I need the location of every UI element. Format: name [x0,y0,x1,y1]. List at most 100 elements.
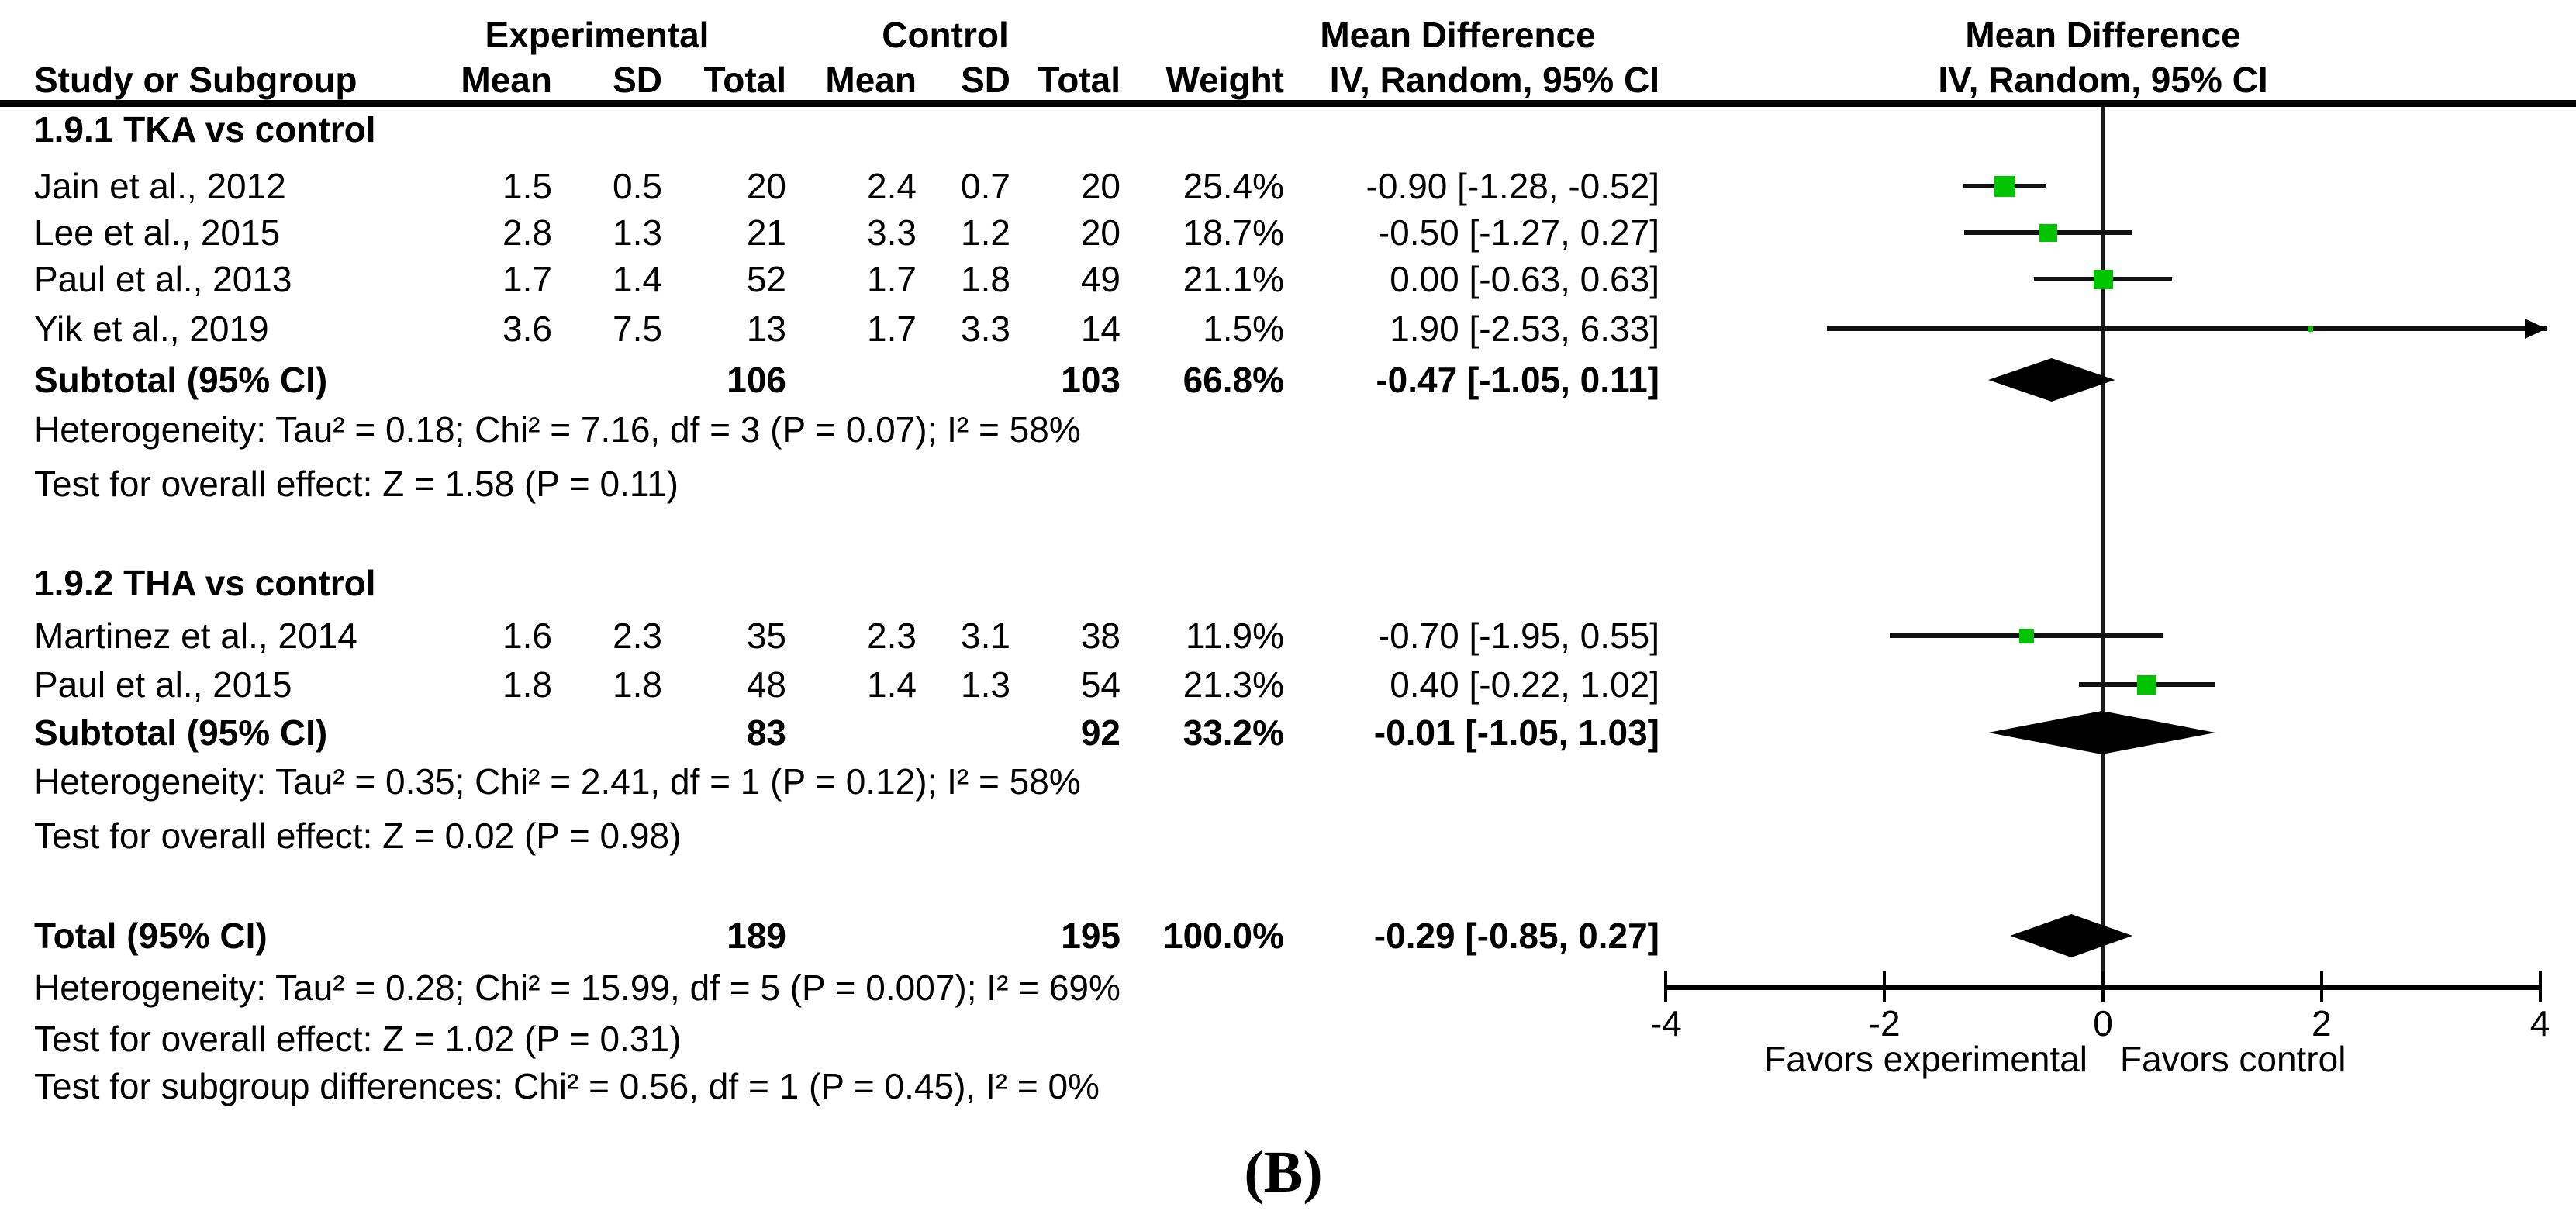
cell-ctrl-total-martinez: 38 [1080,616,1121,656]
cell-ctrl-mean-jain: 2.4 [867,166,917,206]
axis-tick-0 [2101,971,2105,1002]
header-group-control: Control [882,15,1009,55]
cell-ctrl-total-jain: 20 [1080,166,1121,206]
header-iv-ci-right: IV, Random, 95% CI [1938,60,2268,100]
row-label-sub2: Subtotal (95% CI) [34,712,328,753]
point-estimate-paul2015 [2136,674,2156,695]
row-label-het_total: Heterogeneity: Tau² = 0.28; Chi² = 15.99… [34,968,1121,1008]
cell-exp-total-sub1: 106 [727,360,786,400]
cell-ctrl-total-paul2013: 49 [1080,259,1121,299]
cell-exp-total-yik: 13 [746,309,786,349]
axis-tick-2 [2319,971,2323,1002]
cell-exp-total-paul2013: 52 [746,259,786,299]
cell-ci-text-total: -0.29 [-0.85, 0.27] [1373,916,1659,956]
row-label-total: Total (95% CI) [34,916,268,956]
cell-exp-mean-yik: 3.6 [502,309,552,349]
cell-exp-total-martinez: 35 [746,616,786,656]
point-estimate-yik [2308,326,2314,332]
cell-ctrl-sd-paul2013: 1.8 [961,259,1010,299]
figure-caption: (B) [1244,1140,1323,1205]
row-label-martinez: Martinez et al., 2014 [34,616,357,656]
ci-line-yik [1826,326,2547,331]
cell-exp-total-lee: 21 [746,212,786,253]
cell-weight-lee: 18.7% [1183,212,1284,253]
cell-exp-total-sub2: 83 [746,712,786,753]
header-separator-line [0,100,2576,107]
axis-tick-label-4: 4 [2529,1003,2550,1043]
cell-ci-text-jain: -0.90 [-1.28, -0.52] [1366,166,1659,206]
point-estimate-lee [2039,223,2058,242]
cell-ctrl-mean-lee: 3.3 [867,212,917,253]
axis-tick-label-2: 2 [2312,1003,2332,1043]
cell-exp-sd-martinez: 2.3 [613,616,662,656]
cell-exp-mean-jain: 1.5 [502,166,552,206]
cell-exp-sd-jain: 0.5 [613,166,662,206]
header-iv-ci-left: IV, Random, 95% CI [1329,60,1659,100]
row-label-sub1: Subtotal (95% CI) [34,360,328,400]
pooled-diamond-total [2010,914,2133,957]
cell-weight-total: 100.0% [1162,916,1284,956]
cell-weight-yik: 1.5% [1203,309,1284,349]
cell-ctrl-sd-jain: 0.7 [961,166,1010,206]
header-ctrl-mean: Mean [825,60,917,100]
cell-exp-sd-paul2015: 1.8 [613,664,662,705]
row-label-het1: Heterogeneity: Tau² = 0.18; Chi² = 7.16,… [34,409,1081,450]
cell-exp-sd-lee: 1.3 [613,212,662,253]
cell-weight-sub1: 66.8% [1183,360,1284,400]
pooled-diamond-sub1 [1988,358,2115,402]
cell-exp-sd-paul2013: 1.4 [613,259,662,299]
header-exp-sd: SD [613,60,662,100]
cell-ctrl-sd-yik: 3.3 [961,309,1010,349]
row-label-jain: Jain et al., 2012 [34,166,286,206]
cell-ctrl-mean-paul2015: 1.4 [867,664,917,705]
cell-exp-total-jain: 20 [746,166,786,206]
header-group-experimental: Experimental [485,15,710,55]
cell-weight-paul2013: 21.1% [1183,259,1284,299]
row-label-test_total: Test for overall effect: Z = 1.02 (P = 0… [34,1019,682,1059]
point-estimate-jain [1994,175,2015,197]
cell-exp-total-total: 189 [727,916,786,956]
cell-ci-text-sub2: -0.01 [-1.05, 1.03] [1373,712,1659,753]
axis-tick-label--2: -2 [1868,1003,1901,1043]
axis-tick--4 [1664,971,1668,1002]
row-label-test1: Test for overall effect: Z = 1.58 (P = 0… [34,464,679,504]
favors-experimental-label: Favors experimental [1764,1039,2087,1079]
point-estimate-paul2013 [2093,269,2113,289]
cell-ctrl-sd-martinez: 3.1 [961,616,1010,656]
point-estimate-martinez [2018,628,2034,643]
header-mean-difference-right: Mean Difference [1965,15,2241,55]
cell-ci-text-lee: -0.50 [-1.27, 0.27] [1377,212,1659,253]
row-label-lee: Lee et al., 2015 [34,212,281,253]
row-label-paul2013: Paul et al., 2013 [34,259,292,299]
ci-arrow-right-yik [2525,319,2547,339]
header-mean-difference-left: Mean Difference [1320,15,1596,55]
cell-ci-text-yik: 1.90 [-2.53, 6.33] [1390,309,1659,349]
row-label-g1: 1.9.1 TKA vs control [34,109,376,150]
favors-control-label: Favors control [2120,1039,2346,1079]
cell-exp-total-paul2015: 48 [746,664,786,705]
cell-ctrl-total-sub2: 92 [1080,712,1121,753]
cell-ctrl-sd-lee: 1.2 [961,212,1010,253]
cell-ci-text-sub1: -0.47 [-1.05, 0.11] [1376,360,1659,400]
row-label-test_subgroup: Test for subgroup differences: Chi² = 0.… [34,1066,1100,1106]
row-label-paul2015: Paul et al., 2015 [34,664,292,705]
cell-ctrl-total-paul2015: 54 [1080,664,1121,705]
header-exp-mean: Mean [461,60,552,100]
cell-weight-paul2015: 21.3% [1183,664,1284,705]
cell-ctrl-total-total: 195 [1061,916,1121,956]
row-label-test2: Test for overall effect: Z = 0.02 (P = 0… [34,816,682,856]
cell-ci-text-martinez: -0.70 [-1.95, 0.55] [1377,616,1659,656]
axis-tick-4 [2538,971,2542,1002]
row-label-het2: Heterogeneity: Tau² = 0.35; Chi² = 2.41,… [34,761,1081,802]
cell-ctrl-total-yik: 14 [1080,309,1121,349]
axis-tick--2 [1883,971,1887,1002]
zero-reference-line [2101,107,2105,987]
cell-exp-mean-paul2013: 1.7 [502,259,552,299]
cell-exp-mean-martinez: 1.6 [502,616,552,656]
header-ctrl-total: Total [1038,60,1121,100]
cell-exp-mean-paul2015: 1.8 [502,664,552,705]
cell-weight-martinez: 11.9% [1185,616,1284,656]
header-weight: Weight [1165,60,1284,100]
cell-ci-text-paul2013: 0.00 [-0.63, 0.63] [1390,259,1659,299]
